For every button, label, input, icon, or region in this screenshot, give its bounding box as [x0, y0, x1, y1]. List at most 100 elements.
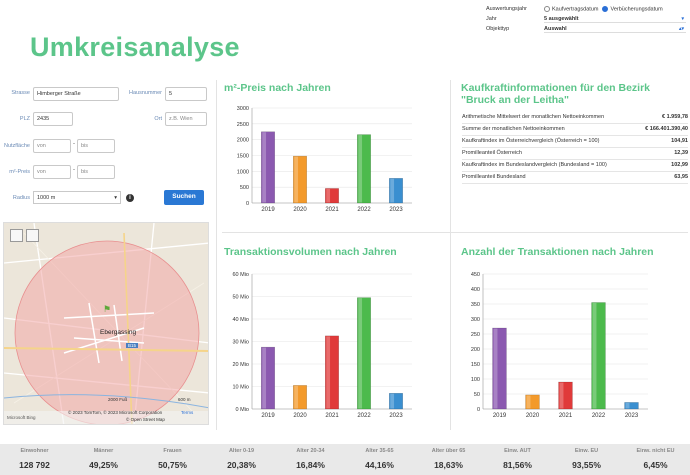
x-tick-label: 2020 [293, 413, 307, 418]
stat-label: Alter 0-19 [228, 448, 255, 454]
stat-value: 16,84% [296, 460, 325, 470]
plz-input[interactable]: 2435 [33, 112, 73, 126]
nutzflaeche-von-input[interactable]: von [33, 139, 71, 153]
x-tick-label: 2020 [293, 207, 307, 213]
radius-select-value: 1000 m [37, 195, 56, 201]
map-view[interactable]: ⚑ Ebergassing B15 2000 Fuß 600 m © 2023 … [3, 222, 209, 425]
map-town-label: Ebergassing [100, 329, 137, 336]
y-tick-label: 100 [471, 377, 480, 383]
kaufkraft-label: Arithmetische Mittelwert der monatlichen… [462, 114, 605, 120]
jahr-select[interactable]: 5 ausgewählt ▾ [544, 16, 686, 23]
stat-item: Alter 0-19 20,38% [207, 444, 276, 475]
stat-item: Einw. AUT 81,56% [483, 444, 552, 475]
jahr-select-value: 5 ausgewählt [544, 15, 579, 22]
map-scale-m: 600 m [178, 397, 191, 402]
bar-2022 [591, 302, 606, 410]
y-tick-label: 20 Mio [232, 362, 249, 368]
bar-highlight [326, 188, 331, 203]
x-tick-label: 2023 [625, 413, 639, 418]
strasse-input[interactable]: Himberger Straße [33, 87, 119, 101]
filter-panel: Auswertungsjahr Kaufvertragsdatum Verbüc… [486, 4, 686, 34]
radio-kaufvertragsdatum[interactable]: Kaufvertragsdatum [544, 5, 599, 13]
kaufkraft-value: € 166.401.390,40 [645, 126, 688, 132]
kaufkraft-value: 12,39 [674, 150, 688, 156]
map-select-tool-icon[interactable] [10, 229, 23, 242]
kaufkraft-value: 102,99 [671, 162, 688, 168]
location-pin-icon: ⚑ [103, 304, 112, 314]
stat-item: Einw. nicht EU 6,45% [621, 444, 690, 475]
jahr-label: Jahr [486, 16, 497, 22]
bar-highlight [390, 393, 395, 409]
bar-highlight [592, 303, 597, 409]
m2preis-von-input[interactable]: von [33, 165, 71, 179]
bar-highlight [294, 156, 299, 203]
map-scale-ft: 2000 Fuß [108, 397, 128, 402]
stat-value: 6,45% [643, 460, 668, 470]
column-divider [450, 80, 451, 430]
range-dash: - [73, 167, 75, 173]
objekttyp-select-value: Auswahl [544, 25, 567, 32]
bar-highlight [294, 385, 299, 409]
y-tick-label: 50 [474, 392, 480, 398]
at-chart-title: Anzahl der Transaktionen nach Jahren [461, 246, 654, 258]
m2preis-bis-input[interactable]: bis [77, 165, 115, 179]
y-tick-label: 350 [471, 302, 480, 308]
radio-kaufvertragsdatum-label: Kaufvertragsdatum [552, 6, 599, 13]
bar-2021 [325, 188, 339, 204]
tv-chart-title: Transaktionsvolumen nach Jahren [224, 246, 397, 258]
nutzflaeche-bis-input[interactable]: bis [77, 139, 115, 153]
x-tick-label: 2023 [389, 207, 403, 213]
objekttyp-select[interactable]: Auswahl ▴▾ [544, 26, 686, 33]
y-tick-label: 0 Mio [236, 407, 249, 413]
bar-highlight [559, 382, 564, 409]
kaufkraft-title: Kaufkraftinformationen für den Bezirk "B… [461, 82, 651, 106]
column-divider [216, 80, 217, 430]
bar-2023 [624, 402, 639, 410]
map-terms-link[interactable]: Terms [181, 410, 194, 415]
bar-2023 [389, 178, 403, 204]
chart-svg: 0 Mio 10 Mio 20 Mio 30 Mio 40 Mio 50 Mio 60 Mi… [232, 272, 412, 419]
x-tick-label: 2022 [592, 413, 606, 418]
map-eraser-tool-icon[interactable] [26, 229, 39, 242]
stat-item: Einwohner 128 792 [0, 444, 69, 475]
radio-verbuecherungsdatum[interactable]: Verbücherungsdatum [602, 5, 663, 13]
bar-highlight [625, 402, 630, 409]
kaufkraft-row: Arithmetische Mittelwert der monatlichen… [462, 112, 688, 124]
x-tick-label: 2019 [261, 207, 275, 213]
hausnummer-input[interactable]: 5 [165, 87, 207, 101]
y-tick-label: 150 [471, 362, 480, 368]
x-tick-label: 2019 [493, 413, 507, 418]
hausnummer-label: Hausnummer [128, 90, 162, 96]
search-button[interactable]: Suchen [164, 190, 204, 205]
stat-label: Einw. EU [574, 448, 599, 454]
stat-label: Alter 20-34 [296, 448, 325, 454]
y-tick-label: 300 [471, 317, 480, 323]
demographics-bar: Einwohner 128 792 Männer 49,25% Frauen 50,75%… [0, 444, 690, 475]
y-tick-label: 450 [471, 272, 480, 278]
kaufkraft-value: 104,91 [671, 138, 688, 144]
y-tick-label: 2000 [237, 138, 249, 144]
y-tick-label: 2500 [237, 122, 249, 128]
stat-value: 44,16% [365, 460, 394, 470]
ort-input[interactable]: z.B. Wien [165, 112, 207, 126]
y-tick-label: 0 [246, 201, 249, 207]
stat-label: Alter über 65 [431, 448, 466, 454]
kaufkraft-row: Kaufkraftindex im Bundeslandvergleich (B… [462, 160, 688, 172]
radius-select[interactable]: 1000 m ▾ [33, 191, 121, 204]
chevron-down-icon: ▴▾ [678, 25, 684, 32]
y-tick-label: 3000 [237, 106, 249, 112]
bar-2019 [492, 327, 507, 410]
chart-svg: 0 50 100 150 200 250 300 350 400 450 2019 2020 2021 2… [471, 272, 648, 419]
kaufkraft-label: Promilleanteil Bundesland [462, 174, 526, 180]
transaction-count-chart: 0 50 100 150 200 250 300 350 400 450 2019 2020 2021 2… [461, 268, 661, 420]
bar-highlight [262, 347, 267, 409]
y-tick-label: 50 Mio [232, 295, 249, 301]
x-tick-label: 2021 [325, 207, 339, 213]
radio-verbuecherungsdatum-label: Verbücherungsdatum [610, 6, 663, 13]
info-icon[interactable]: i [126, 194, 134, 202]
row-divider [222, 232, 688, 233]
stat-value: 128 792 [19, 460, 50, 470]
y-tick-label: 10 Mio [232, 385, 249, 391]
y-tick-label: 1000 [237, 169, 249, 175]
x-tick-label: 2019 [261, 413, 275, 418]
